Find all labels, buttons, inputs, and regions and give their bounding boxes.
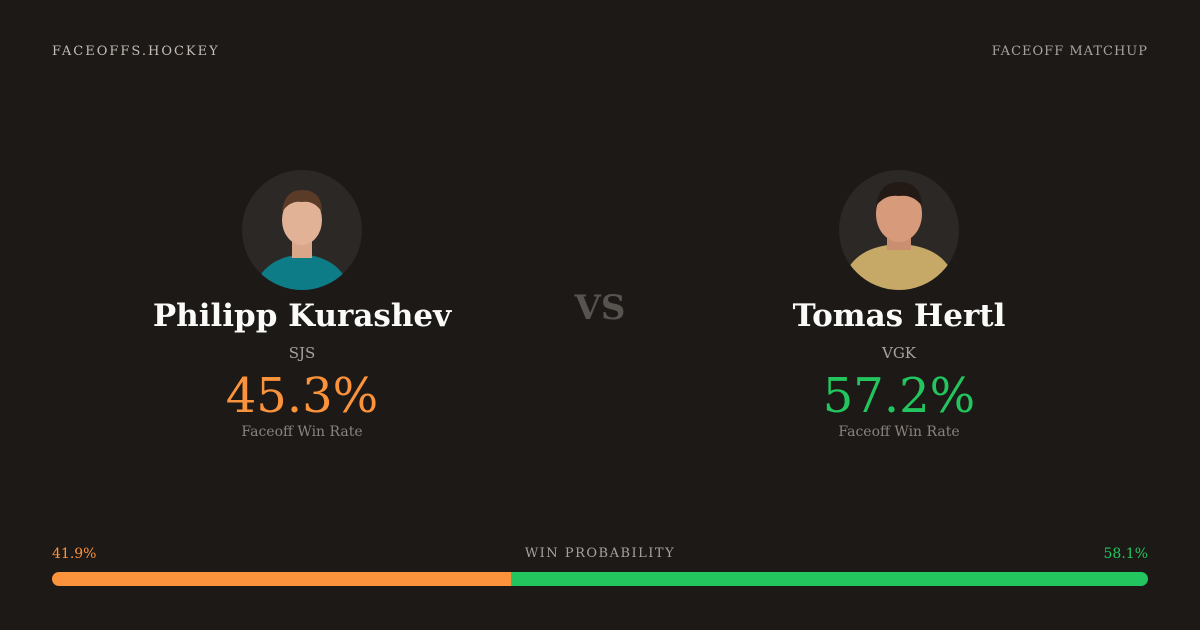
probability-segment xyxy=(511,572,1148,586)
win-rate: 57.2% xyxy=(822,368,976,424)
player-right: Tomas Hertl VGK 57.2% Faceoff Win Rate xyxy=(699,170,1099,440)
header-label: FACEOFF MATCHUP xyxy=(991,44,1148,59)
probability-title: WIN PROBABILITY xyxy=(524,546,676,561)
avatar xyxy=(242,170,362,290)
probability-bar xyxy=(52,572,1148,586)
probability-right: 58.1% xyxy=(1103,546,1148,562)
win-rate: 45.3% xyxy=(225,368,379,424)
win-rate-label: Faceoff Win Rate xyxy=(838,424,960,440)
vs: VS xyxy=(574,288,626,328)
probability-left: 41.9% xyxy=(52,546,97,562)
team: SJS xyxy=(288,344,316,362)
player-name: Philipp Kurashev xyxy=(152,298,452,334)
avatar xyxy=(839,170,959,290)
site-name: FACEOFFS.HOCKEY xyxy=(52,44,220,59)
team: VGK xyxy=(881,344,917,362)
player-name: Tomas Hertl xyxy=(792,298,1006,334)
probability-segment xyxy=(52,572,512,586)
win-rate-label: Faceoff Win Rate xyxy=(241,424,363,440)
player-left: Philipp Kurashev SJS 45.3% Faceoff Win R… xyxy=(102,170,502,440)
